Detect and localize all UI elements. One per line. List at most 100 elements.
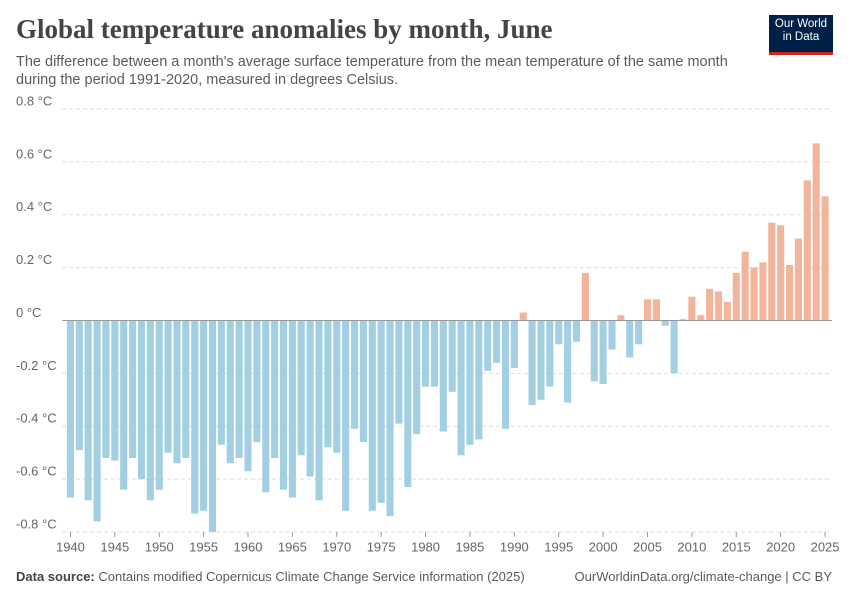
y-tick-label: -0.8 °C	[16, 516, 57, 531]
bar	[430, 320, 438, 387]
bar	[652, 299, 660, 321]
bar	[741, 251, 749, 321]
bar	[564, 320, 572, 403]
bar	[111, 320, 119, 461]
bar	[484, 320, 492, 371]
bar	[599, 320, 607, 384]
bar	[493, 320, 501, 363]
bar	[102, 320, 110, 458]
x-tick-label: 1965	[278, 539, 307, 554]
bar	[120, 320, 128, 490]
chart-title: Global temperature anomalies by month, J…	[16, 14, 553, 44]
bar	[368, 320, 376, 511]
bar	[217, 320, 225, 445]
x-tick-label: 1960	[234, 539, 263, 554]
bar	[253, 320, 261, 443]
bar	[297, 320, 305, 456]
bar	[324, 320, 332, 448]
x-tick-label: 1970	[322, 539, 351, 554]
bar	[271, 320, 279, 458]
bar	[537, 320, 545, 400]
x-tick-label: 1950	[145, 539, 174, 554]
bar	[404, 320, 412, 488]
bar	[208, 320, 217, 532]
bar	[590, 320, 598, 382]
bar	[670, 320, 678, 374]
bar	[75, 320, 83, 451]
x-tick-label: 1945	[100, 539, 129, 554]
bar	[448, 320, 456, 392]
bar	[422, 320, 430, 387]
bar	[262, 320, 270, 493]
bar	[794, 238, 802, 321]
y-tick-label: -0.4 °C	[16, 411, 57, 426]
bar	[288, 320, 296, 498]
bar	[129, 320, 137, 458]
bar	[546, 320, 554, 387]
bar	[244, 320, 252, 472]
credit[interactable]: OurWorldinData.org/climate-change | CC B…	[574, 569, 832, 584]
x-tick-label: 1990	[500, 539, 529, 554]
bar	[226, 320, 234, 464]
bar	[723, 301, 731, 321]
y-tick-label: 0.8 °C	[16, 93, 52, 108]
bar	[475, 320, 483, 440]
bar	[342, 320, 350, 511]
x-tick-label: 1955	[189, 539, 218, 554]
bar	[643, 299, 652, 321]
bar	[395, 320, 403, 424]
bar	[803, 180, 811, 321]
x-tick-label: 1995	[544, 539, 573, 554]
bar	[439, 320, 447, 432]
bar	[137, 320, 146, 480]
bar	[768, 222, 776, 321]
bar	[635, 320, 643, 345]
bar	[821, 196, 829, 321]
bar	[519, 312, 527, 321]
bar	[608, 320, 616, 350]
bar	[350, 320, 359, 429]
x-tick-label: 2015	[722, 539, 751, 554]
x-tick-label: 1985	[455, 539, 484, 554]
bar	[706, 288, 714, 321]
bar	[812, 143, 820, 321]
y-tick-label: -0.2 °C	[16, 358, 57, 373]
x-tick-label: 1940	[56, 539, 85, 554]
chart-subtitle: The difference between a month's average…	[16, 54, 728, 88]
source-label: Data source:	[16, 569, 95, 584]
bar	[333, 320, 341, 453]
bar	[732, 272, 740, 321]
bar	[466, 320, 474, 445]
bar	[279, 320, 288, 490]
x-tick-label: 2005	[633, 539, 662, 554]
bar	[785, 264, 794, 321]
bar	[386, 320, 394, 517]
bar	[714, 291, 723, 321]
logo[interactable]: Our World in Data	[769, 15, 833, 55]
bar	[413, 320, 421, 435]
bar	[155, 320, 163, 490]
bar	[182, 320, 190, 458]
source-text: Contains modified Copernicus Climate Cha…	[98, 569, 525, 584]
bar	[235, 320, 243, 458]
bar	[191, 320, 199, 514]
bar	[377, 320, 385, 503]
bar	[777, 225, 785, 321]
bar	[555, 320, 563, 345]
bar	[173, 320, 181, 464]
x-tick-label: 2025	[811, 539, 840, 554]
bar	[501, 320, 510, 429]
bar	[93, 320, 101, 522]
bar	[510, 320, 518, 369]
bar	[688, 296, 696, 321]
bar	[457, 320, 465, 456]
bar	[315, 320, 323, 501]
bar	[581, 272, 589, 321]
bar	[164, 320, 172, 453]
bar	[661, 320, 669, 326]
bar	[200, 320, 208, 511]
logo-text[interactable]: Our World in Data	[774, 18, 828, 43]
bar	[759, 262, 767, 321]
x-tick-label: 2020	[766, 539, 795, 554]
